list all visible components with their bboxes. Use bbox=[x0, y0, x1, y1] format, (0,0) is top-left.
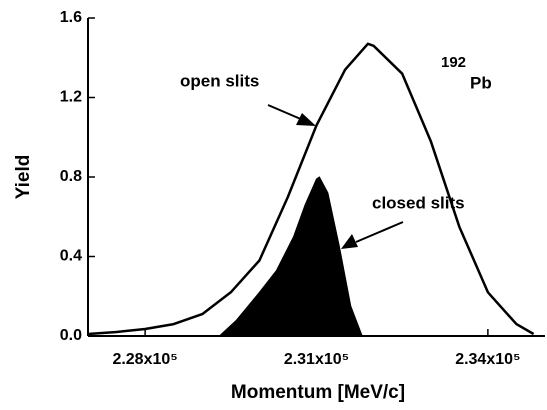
annotation: Pb bbox=[470, 73, 492, 92]
y-tick-label: 1.6 bbox=[60, 9, 82, 26]
x-tick-label: 2.28x10⁵ bbox=[112, 351, 177, 368]
annotation: 192 bbox=[441, 54, 466, 71]
arrow bbox=[267, 104, 404, 249]
x-axis-title: Momentum [MeV/c] bbox=[231, 382, 405, 403]
annotation: open slits bbox=[180, 71, 259, 90]
y-tick-label: 0.0 bbox=[60, 327, 82, 344]
y-tick-label: 0.4 bbox=[60, 248, 82, 265]
line bbox=[87, 42, 535, 336]
x-tick-label: 2.31x10⁵ bbox=[284, 351, 349, 368]
annotation: closed slits bbox=[372, 193, 465, 212]
area bbox=[218, 176, 363, 337]
y-tick-label: 0.8 bbox=[60, 168, 82, 185]
x-tick-label: 2.34x10⁵ bbox=[455, 351, 520, 368]
y-axis-title: Yield bbox=[13, 155, 34, 200]
y-tick-label: 1.2 bbox=[60, 89, 82, 106]
